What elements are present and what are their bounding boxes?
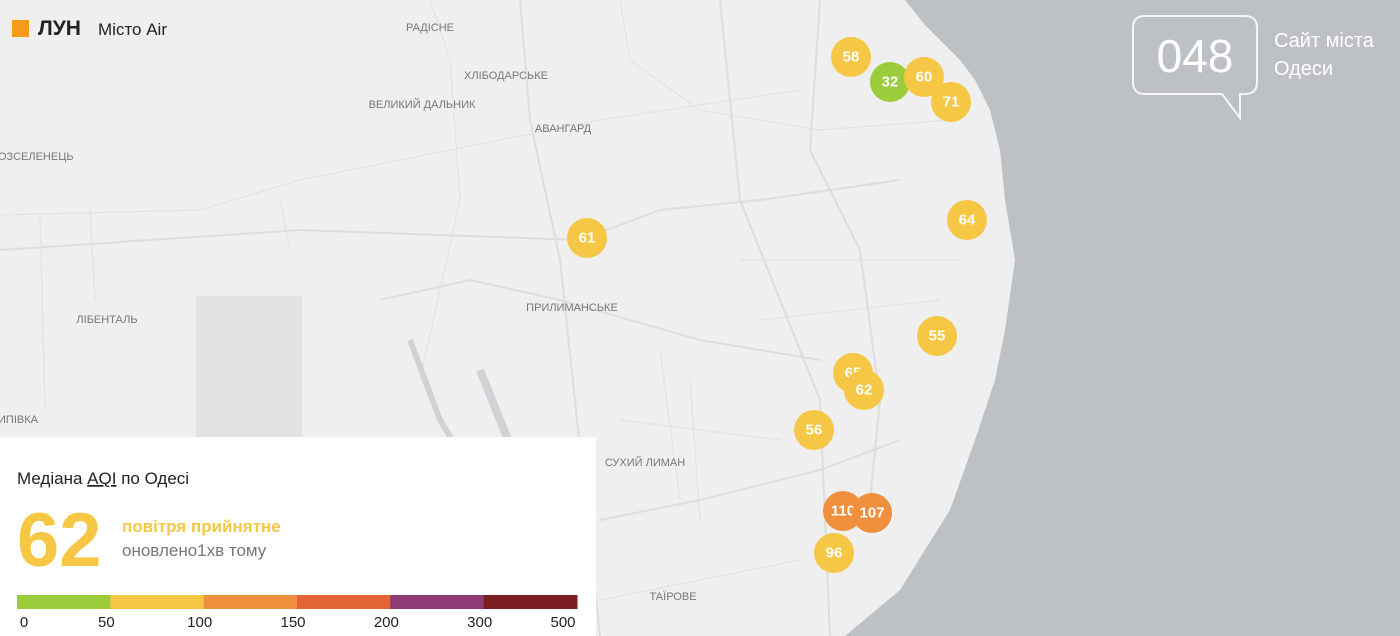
station-marker: 56 [794,410,834,450]
station-circle [917,316,957,356]
station-marker: 107 [852,493,892,533]
place-label: ИПІВКА [0,414,39,426]
status: повітря прийнятне [122,517,281,536]
scale-label: 150 [280,614,305,631]
station-value: 110 [831,503,855,520]
median-value: 62 [17,498,102,583]
station-marker: 55 [917,316,957,356]
station-circle [844,370,884,410]
station-circle [870,62,910,102]
station-value: 71 [943,94,960,111]
summary-title: Медіана AQI по Одесі [17,469,189,488]
partner-line2: Одеси [1274,58,1333,80]
station-value: 55 [929,328,946,345]
station-marker: 61 [567,218,607,258]
place-label: ПРИЛИМАНСЬКЕ [526,302,618,314]
station-marker: 110 [823,491,863,531]
scale-segment [483,595,578,609]
place-label: ТАЇРОВЕ [649,591,696,603]
station-marker: 96 [814,533,854,573]
station-value: 62 [856,382,873,399]
scale-segment [390,595,485,609]
scale-segment [203,595,298,609]
product: Місто Air [98,20,167,39]
title-text: Медіана [17,469,83,488]
scale-label: 0 [20,614,28,631]
scale-label: 100 [187,614,212,631]
partner-bubble [1132,15,1258,121]
station-circle [794,410,834,450]
scale-label: 300 [467,614,492,631]
station-circle [567,218,607,258]
scale-segment [110,595,205,609]
station-marker: 71 [931,82,971,122]
scale-label: 500 [550,614,575,631]
station-value: 96 [826,545,843,562]
aqi-link: AQI [87,469,116,488]
place-label: СУХИЙ ЛИМАН [605,456,685,469]
partner-number: 048 [1157,30,1234,82]
place-label: ОЗСЕЛЕНЕЦЬ [0,151,74,163]
station-circle [852,493,892,533]
scale-label: 50 [98,614,115,631]
station-value: 64 [959,212,976,229]
station-circle [831,37,871,77]
logo-icon [12,20,29,37]
station-value: 58 [843,49,860,66]
station-marker: 64 [947,200,987,240]
station-value: 56 [806,422,823,439]
sea [845,0,1400,636]
station-circle [814,533,854,573]
scale-segment [297,595,391,609]
title-text: по Одесі [121,469,189,488]
place-label: РАДІСНЕ [406,22,454,34]
station-marker: 32 [870,62,910,102]
station-value: 60 [916,69,933,86]
updated: оновлено1хв тому [122,541,267,560]
place-label: АВАНГАРД [535,123,592,135]
place-label: ВЕЛИКИЙ ДАЛЬНИК [369,98,476,111]
partner-line1: Сайт міста [1274,30,1375,52]
scale-segment [17,595,111,609]
station-circle [904,57,944,97]
station-value: 61 [579,230,596,247]
station-marker: 60 [904,57,944,97]
station-value: 107 [859,505,884,522]
station-circle [931,82,971,122]
scale-label: 200 [374,614,399,631]
station-marker: 58 [831,37,871,77]
place-label: ЛІБЕНТАЛЬ [76,314,137,326]
station-marker: 62 [844,370,884,410]
brand: ЛУН [38,17,81,40]
station-value: 32 [882,74,899,91]
station-circle [947,200,987,240]
place-label: ХЛІБОДАРСЬКЕ [464,70,548,82]
station-circle [823,491,863,531]
